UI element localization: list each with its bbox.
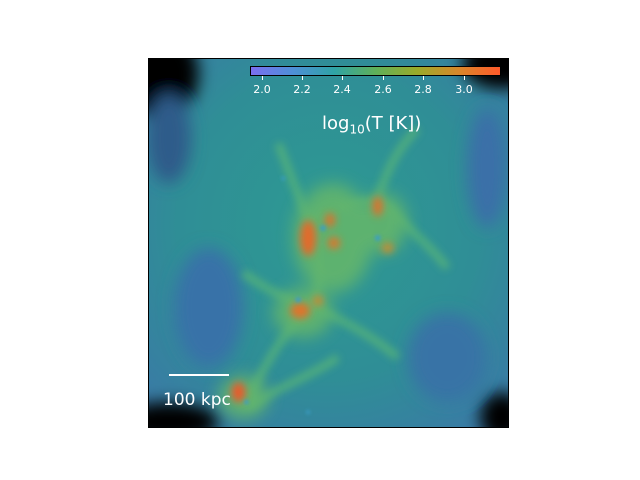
temperature-map-panel (148, 58, 509, 428)
colorbar (250, 66, 501, 76)
colorbar-tick-label: 2.2 (293, 83, 311, 96)
colorbar-tick-label: 2.6 (374, 83, 392, 96)
colorbar-tick-label: 2.8 (414, 83, 432, 96)
colorbar-tick (464, 76, 465, 80)
scale-bar-label: 100 kpc (163, 390, 231, 410)
colorbar-tick-label: 3.0 (455, 83, 473, 96)
colorbar-label-suffix: (T [K]) (364, 113, 422, 134)
temperature-field-image (149, 59, 508, 427)
colorbar-tick (342, 76, 343, 80)
colorbar-tick (302, 76, 303, 80)
colorbar-label: log10(T [K]) (322, 113, 421, 137)
colorbar-tick-label: 2.4 (333, 83, 351, 96)
scale-bar (169, 374, 229, 376)
colorbar-tick (262, 76, 263, 80)
colorbar-label-prefix: log (322, 113, 350, 134)
colorbar-label-subscript: 10 (349, 122, 365, 137)
colorbar-tick (383, 76, 384, 80)
colorbar-tick-label: 2.0 (253, 83, 271, 96)
colorbar-tick (423, 76, 424, 80)
